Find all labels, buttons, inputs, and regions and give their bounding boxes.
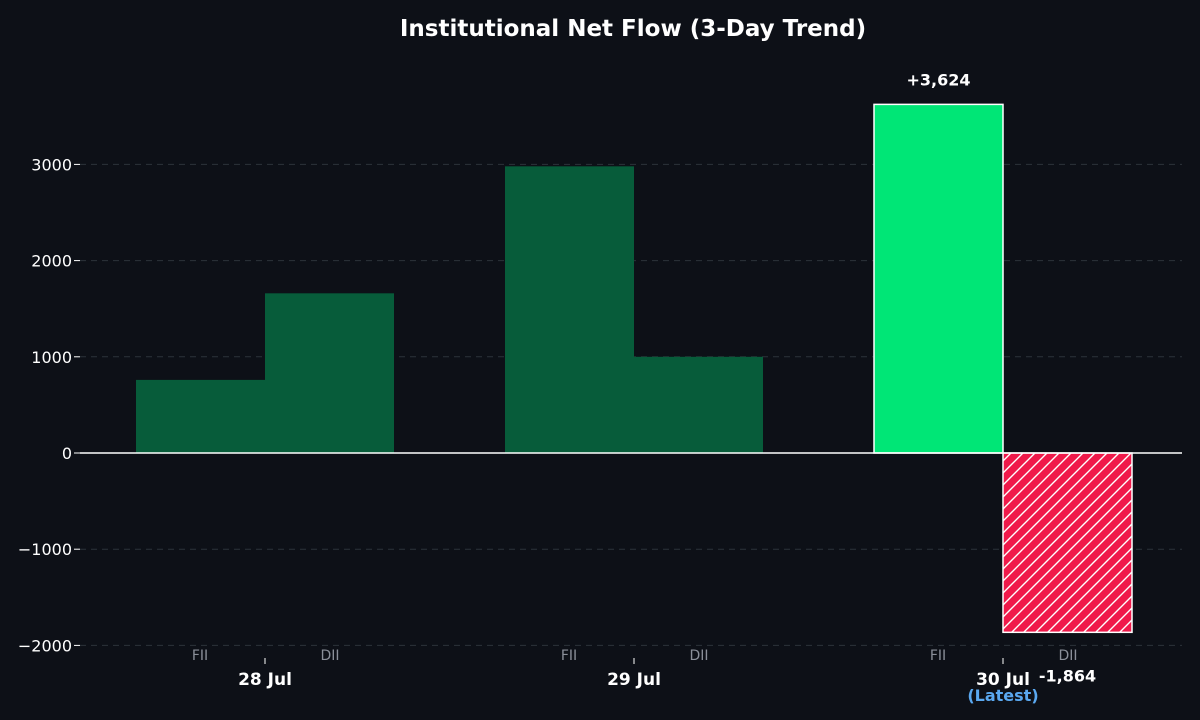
sub-label-fii: FII [192, 648, 208, 664]
latest-label: (Latest) [967, 686, 1038, 705]
y-tick-label: −2000 [18, 636, 72, 655]
sub-label-fii: FII [930, 648, 946, 664]
y-tick-label: −1000 [18, 540, 72, 559]
data-label-dii-latest: -1,864 [1039, 666, 1096, 685]
sub-label-dii: DII [320, 648, 339, 664]
bars-layer [136, 103, 1133, 634]
bar-dii-29-jul [634, 356, 763, 453]
data-label-fii-latest: +3,624 [906, 70, 970, 89]
sub-label-fii: FII [561, 648, 577, 664]
y-tick-label: 3000 [31, 155, 72, 174]
bar-fii-30-jul [873, 103, 1004, 454]
bar-fii-28-jul [136, 379, 265, 453]
label-layer: −2000 −1000 0 1000 2000 3000 28 Jul FII DII 29 Ju… [18, 70, 1096, 705]
x-category-label: 30 Jul [976, 670, 1030, 690]
x-category-label: 28 Jul [238, 670, 292, 690]
y-tick-label: 2000 [31, 252, 72, 271]
y-tick-label: 1000 [31, 348, 72, 367]
sub-label-dii: DII [689, 648, 708, 664]
x-category-label: 29 Jul [607, 670, 661, 690]
y-tick-label: 0 [62, 444, 72, 463]
bar-dii-30-jul [1002, 452, 1133, 634]
bar-dii-28-jul [265, 293, 394, 453]
chart-title: Institutional Net Flow (3-Day Trend) [400, 16, 866, 42]
bar-fii-29-jul [505, 166, 634, 453]
sub-label-dii: DII [1058, 648, 1077, 664]
axis-layer [74, 163, 1182, 664]
